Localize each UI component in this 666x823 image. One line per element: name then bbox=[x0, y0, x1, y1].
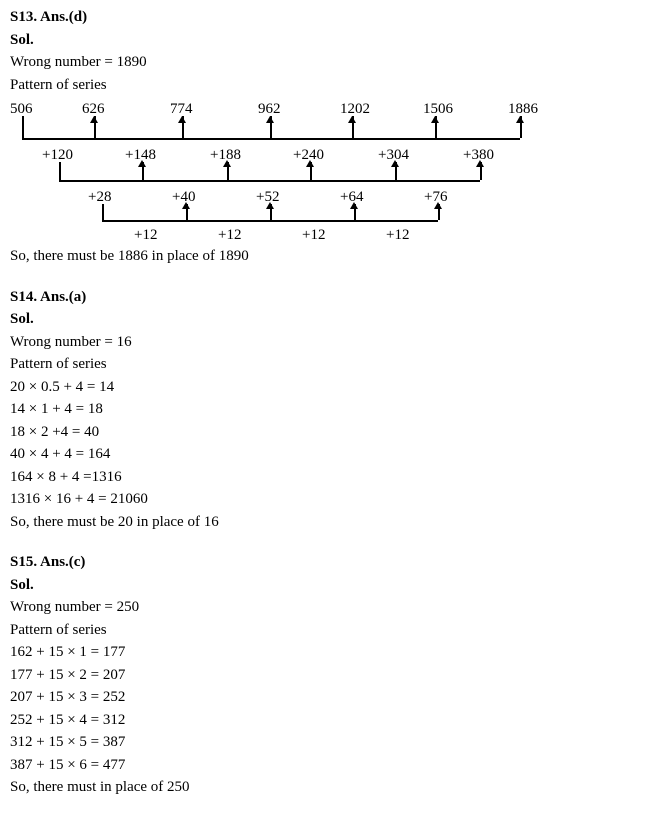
diff-level3: +12 bbox=[386, 224, 409, 247]
calc-line: 1316 × 16 + 4 = 21060 bbox=[10, 488, 656, 511]
diff-level3: +12 bbox=[218, 224, 241, 247]
solution-13: S13. Ans.(d) Sol. Wrong number = 1890 Pa… bbox=[10, 6, 656, 268]
diff-level1: +120 bbox=[42, 144, 73, 167]
calc-line: 177 + 15 × 2 = 207 bbox=[10, 664, 656, 687]
calc-line: 20 × 0.5 + 4 = 14 bbox=[10, 376, 656, 399]
calc-line: 164 × 8 + 4 =1316 bbox=[10, 466, 656, 489]
diff-level3: +12 bbox=[134, 224, 157, 247]
s15-pattern: Pattern of series bbox=[10, 619, 656, 642]
calc-line: 18 × 2 +4 = 40 bbox=[10, 421, 656, 444]
s14-sol: Sol. bbox=[10, 308, 656, 331]
s13-sol: Sol. bbox=[10, 29, 656, 52]
s15-conclusion: So, there must in place of 250 bbox=[10, 776, 656, 799]
s15-lines: 162 + 15 × 1 = 177177 + 15 × 2 = 207207 … bbox=[10, 641, 656, 776]
series-diagram: 506626774962120215061886+120+148+188+240… bbox=[10, 98, 656, 243]
calc-line: 162 + 15 × 1 = 177 bbox=[10, 641, 656, 664]
calc-line: 40 × 4 + 4 = 164 bbox=[10, 443, 656, 466]
s14-header: S14. Ans.(a) bbox=[10, 286, 656, 309]
s13-header: S13. Ans.(d) bbox=[10, 6, 656, 29]
calc-line: 252 + 15 × 4 = 312 bbox=[10, 709, 656, 732]
s14-pattern: Pattern of series bbox=[10, 353, 656, 376]
s13-conclusion: So, there must be 1886 in place of 1890 bbox=[10, 245, 656, 268]
s13-wrong: Wrong number = 1890 bbox=[10, 51, 656, 74]
s14-wrong: Wrong number = 16 bbox=[10, 331, 656, 354]
s14-conclusion: So, there must be 20 in place of 16 bbox=[10, 511, 656, 534]
s15-header: S15. Ans.(c) bbox=[10, 551, 656, 574]
calc-line: 387 + 15 × 6 = 477 bbox=[10, 754, 656, 777]
calc-line: 14 × 1 + 4 = 18 bbox=[10, 398, 656, 421]
s14-lines: 20 × 0.5 + 4 = 1414 × 1 + 4 = 1818 × 2 +… bbox=[10, 376, 656, 511]
s15-wrong: Wrong number = 250 bbox=[10, 596, 656, 619]
diff-level2: +28 bbox=[88, 186, 111, 209]
s13-pattern: Pattern of series bbox=[10, 74, 656, 97]
solution-14: S14. Ans.(a) Sol. Wrong number = 16 Patt… bbox=[10, 286, 656, 534]
diff-level3: +12 bbox=[302, 224, 325, 247]
calc-line: 207 + 15 × 3 = 252 bbox=[10, 686, 656, 709]
solution-15: S15. Ans.(c) Sol. Wrong number = 250 Pat… bbox=[10, 551, 656, 799]
s15-sol: Sol. bbox=[10, 574, 656, 597]
calc-line: 312 + 15 × 5 = 387 bbox=[10, 731, 656, 754]
